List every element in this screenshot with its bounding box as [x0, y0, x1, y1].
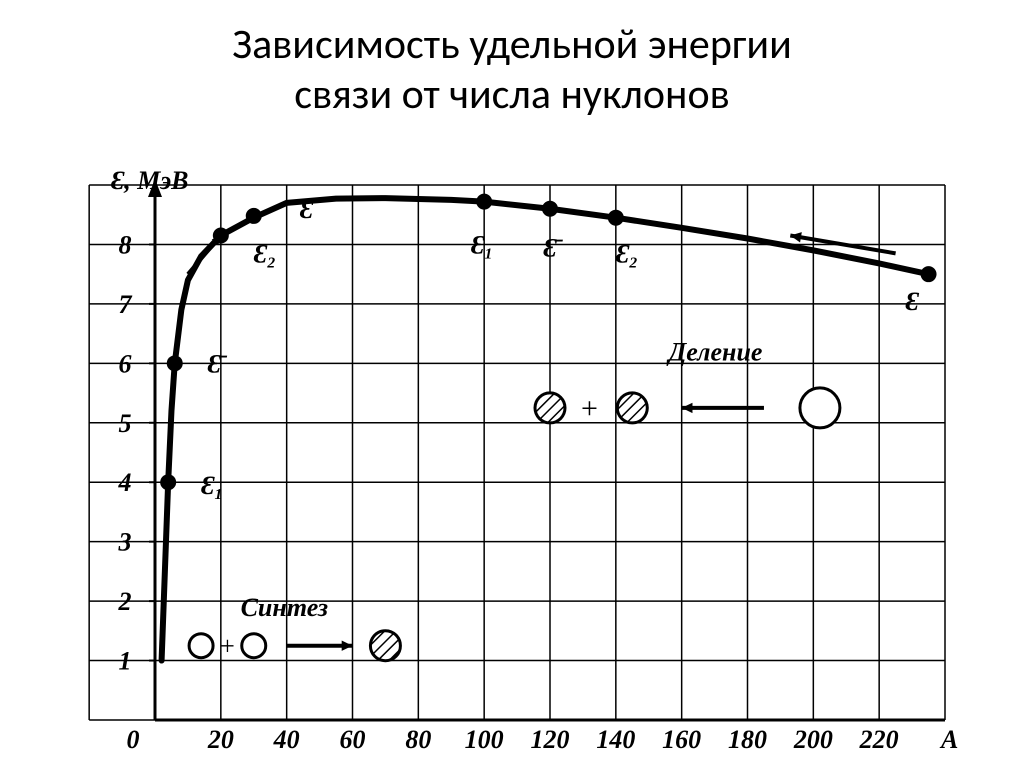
y-tick-label: 4	[118, 468, 132, 497]
title-line1: Зависимость удельной энергии	[232, 19, 792, 70]
y-tick-label: 7	[119, 290, 133, 319]
y-tick-label: 5	[119, 409, 132, 438]
data-point	[246, 208, 262, 224]
y-tick-label: 8	[119, 230, 132, 259]
x-tick-label: 160	[662, 725, 701, 750]
data-point	[921, 266, 937, 282]
point-label: Ɛ₂	[616, 239, 638, 268]
plus-icon: +	[220, 632, 235, 661]
fusion-reactant-icon	[242, 634, 266, 658]
point-label: Ɛ	[300, 195, 314, 224]
data-point	[160, 474, 176, 490]
x-tick-label: 180	[728, 725, 767, 750]
fission-product-icon	[617, 393, 647, 423]
y-tick-label: 6	[119, 349, 132, 378]
data-point	[608, 210, 624, 226]
point-label: Ɛ₁	[471, 230, 493, 259]
fission-parent-icon	[800, 388, 840, 428]
x-tick-label: 100	[465, 725, 504, 750]
page-title: Зависимость удельной энергии связи от чи…	[0, 20, 1024, 121]
point-label: Ɛ	[906, 287, 920, 316]
fission-label: Деление	[667, 337, 763, 366]
data-point	[542, 201, 558, 217]
point-label: Ɛ₂	[254, 239, 276, 268]
y-tick-label: 2	[118, 587, 132, 616]
y-tick-label: 3	[118, 528, 132, 557]
x-tick-label: 80	[405, 725, 431, 750]
x-axis-label: A	[939, 725, 958, 750]
x-tick-label: 40	[273, 725, 300, 750]
y-tick-label: 1	[119, 647, 132, 676]
x-tick-label: 220	[859, 725, 899, 750]
fusion-reactant-icon	[189, 634, 213, 658]
x-tick-label: 120	[531, 725, 570, 750]
x-tick-label: 140	[596, 725, 635, 750]
arrow-head	[682, 403, 693, 413]
point-label: Ɛ₁	[201, 471, 223, 500]
fusion-product-icon	[370, 631, 400, 661]
arrow-head	[342, 640, 353, 650]
data-point	[167, 355, 183, 371]
fission-product-icon	[535, 393, 565, 423]
x-tick-label: 60	[340, 725, 366, 750]
x-tick-label: 200	[793, 725, 833, 750]
x-tick-label: 20	[207, 725, 234, 750]
origin-label: 0	[127, 725, 140, 750]
data-point	[476, 194, 492, 210]
y-axis-label: Ɛ, МэВ	[111, 166, 188, 195]
point-label: Ɛ̄	[543, 233, 563, 262]
chart-svg: 20406080100120140160180200220123456780AƐ…	[50, 150, 970, 750]
plus-icon: +	[581, 392, 598, 425]
binding-energy-chart: 20406080100120140160180200220123456780AƐ…	[50, 150, 970, 755]
fusion-label: Синтез	[241, 593, 328, 622]
title-line2: связи от числа нуклонов	[294, 69, 729, 120]
